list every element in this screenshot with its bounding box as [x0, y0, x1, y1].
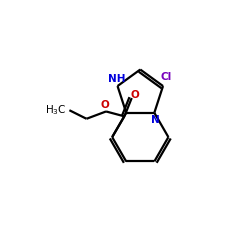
Text: Cl: Cl — [161, 72, 172, 82]
Text: O: O — [130, 90, 139, 100]
Text: O: O — [100, 100, 109, 110]
Text: NH: NH — [108, 74, 126, 84]
Text: H$_3$C: H$_3$C — [45, 103, 67, 117]
Text: N: N — [151, 114, 160, 124]
